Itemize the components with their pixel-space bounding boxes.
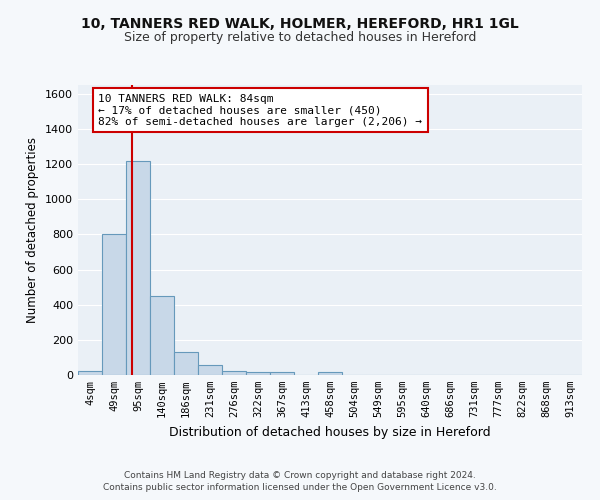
X-axis label: Distribution of detached houses by size in Hereford: Distribution of detached houses by size … [169,426,491,438]
Text: 10 TANNERS RED WALK: 84sqm
← 17% of detached houses are smaller (450)
82% of sem: 10 TANNERS RED WALK: 84sqm ← 17% of deta… [98,94,422,127]
Y-axis label: Number of detached properties: Number of detached properties [26,137,40,323]
Bar [150,296,174,375]
Bar [198,365,222,375]
Bar [126,160,150,375]
Bar [222,370,246,375]
Text: 10, TANNERS RED WALK, HOLMER, HEREFORD, HR1 1GL: 10, TANNERS RED WALK, HOLMER, HEREFORD, … [81,18,519,32]
Bar [246,372,270,375]
Bar [318,372,342,375]
Bar [270,372,294,375]
Text: Size of property relative to detached houses in Hereford: Size of property relative to detached ho… [124,31,476,44]
Bar [174,352,198,375]
Text: Contains HM Land Registry data © Crown copyright and database right 2024.
Contai: Contains HM Land Registry data © Crown c… [103,471,497,492]
Bar [78,370,102,375]
Bar [102,234,126,375]
